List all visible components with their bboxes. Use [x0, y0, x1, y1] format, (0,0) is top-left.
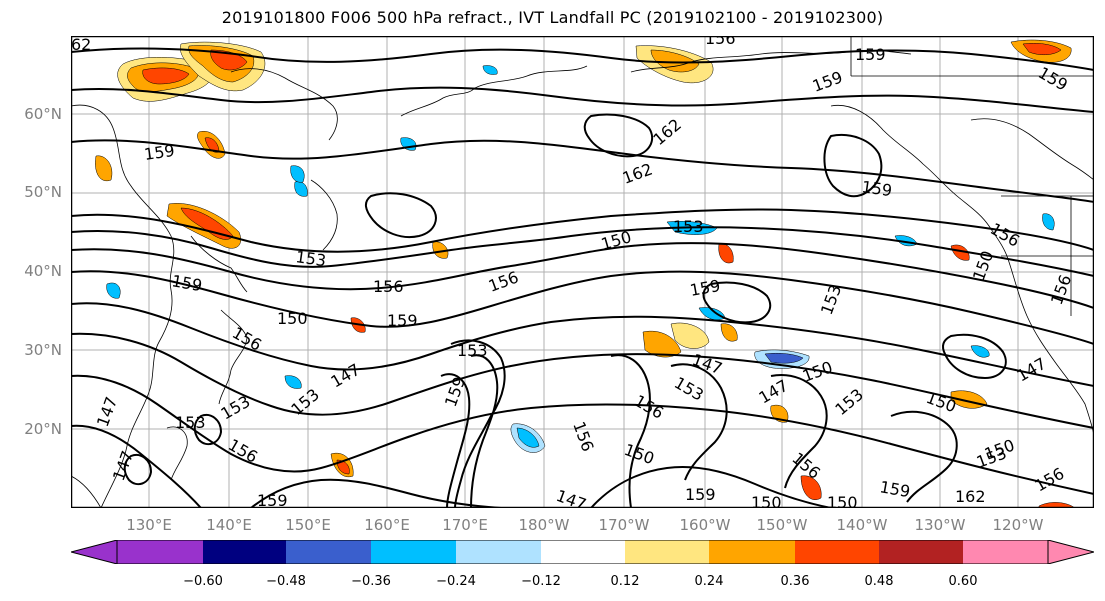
- lon-label-160w: 160°W: [679, 516, 731, 534]
- colorbar: [71, 540, 1094, 564]
- colorbar-segment: [117, 540, 203, 564]
- colorbar-segment: [286, 540, 371, 564]
- contour-label: 162: [955, 487, 986, 506]
- contour-label: 159: [855, 45, 886, 64]
- colorbar-tick-label: 0.48: [864, 574, 894, 589]
- colorbar-tick-label: −0.12: [521, 574, 561, 589]
- colorbar-tick-label: −0.24: [436, 574, 476, 589]
- colorbar-segment: [625, 540, 709, 564]
- colorbar-tick-label: −0.60: [183, 574, 223, 589]
- contour-label: 159: [685, 485, 716, 504]
- contour-label: 153: [457, 341, 488, 360]
- colorbar-segment: [456, 540, 541, 564]
- contour-label: 153: [294, 247, 327, 270]
- colorbar-tick-label: −0.36: [351, 574, 391, 589]
- lon-label-130e: 130°E: [126, 516, 172, 534]
- refractivity-contours: [71, 47, 1094, 508]
- contour-label: 159: [143, 141, 176, 164]
- lon-label-170w: 170°W: [598, 516, 650, 534]
- lat-label-40n: 40°N: [24, 262, 62, 280]
- contour-label: 156: [705, 36, 736, 48]
- contour-label: 153: [673, 217, 704, 236]
- contour-label: 159: [257, 491, 288, 508]
- contour-label: 159: [860, 177, 893, 200]
- colorbar-segment: [71, 540, 117, 564]
- lon-label-150w: 150°W: [756, 516, 808, 534]
- contour-label: 159: [387, 311, 418, 330]
- lon-label-180w: 180°W: [518, 516, 570, 534]
- lat-label-60n: 60°N: [24, 105, 62, 123]
- lon-label-120w: 120°W: [992, 516, 1044, 534]
- lat-label-50n: 50°N: [24, 183, 62, 201]
- lon-label-170e: 170°E: [442, 516, 488, 534]
- colorbar-tick-label: 0.24: [694, 574, 724, 589]
- lon-label-150e: 150°E: [285, 516, 331, 534]
- contour-label: 156: [373, 277, 404, 296]
- colorbar-segment: [795, 540, 879, 564]
- colorbar-segment: [879, 540, 963, 564]
- contour-label: 150: [277, 309, 308, 328]
- lon-label-130w: 130°W: [914, 516, 966, 534]
- colorbar-segment: [203, 540, 286, 564]
- lat-label-20n: 20°N: [24, 420, 62, 438]
- colorbar-segment: [1048, 540, 1094, 564]
- map-title: 2019101800 F006 500 hPa refract., IVT La…: [221, 8, 884, 27]
- graticule: [71, 36, 1094, 508]
- contour-label: 150: [751, 493, 782, 508]
- contour-label: 62: [71, 36, 91, 54]
- colorbar-tick-label: 0.60: [948, 574, 978, 589]
- contour-label: 153: [175, 413, 206, 432]
- lon-label-160e: 160°E: [364, 516, 410, 534]
- lat-label-30n: 30°N: [24, 341, 62, 359]
- colorbar-tick-label: −0.48: [266, 574, 306, 589]
- colorbar-segment: [371, 540, 456, 564]
- colorbar-tick-label: 0.36: [780, 574, 810, 589]
- lon-label-140e: 140°E: [206, 516, 252, 534]
- colorbar-segment: [709, 540, 795, 564]
- colorbar-segment: [541, 540, 625, 564]
- colorbar-segment: [963, 540, 1048, 564]
- lon-label-140w: 140°W: [836, 516, 888, 534]
- contour-label: 150: [827, 493, 858, 508]
- refractivity-map: 62 156 159 159 159 162 162 159 159 153 1…: [71, 36, 1094, 508]
- colorbar-tick-label: 0.12: [610, 574, 640, 589]
